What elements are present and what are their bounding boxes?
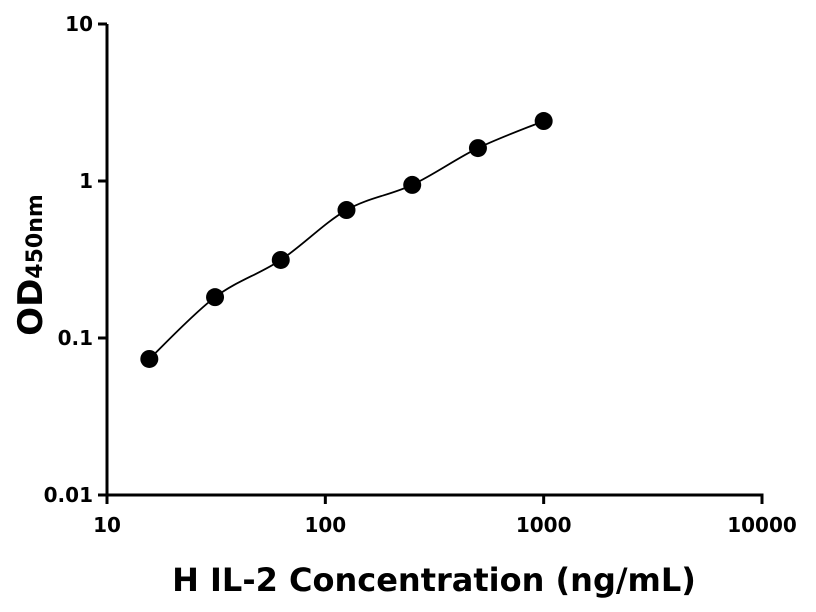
data-point xyxy=(468,139,487,158)
x-axis-label: H IL-2 Concentration (ng/mL) xyxy=(172,561,696,599)
data-point xyxy=(403,175,422,194)
y-tick-label: 1 xyxy=(79,169,93,193)
x-tick-label: 10000 xyxy=(727,513,797,537)
data-point xyxy=(534,112,553,131)
x-tick-label: 10 xyxy=(93,513,121,537)
y-axis-label-sub: 450nm xyxy=(23,194,48,279)
data-point xyxy=(206,288,225,307)
y-axis-label: OD450nm xyxy=(11,194,51,336)
y-axis-label-main: OD xyxy=(11,279,51,336)
data-point xyxy=(271,250,290,269)
y-tick-label: 0.1 xyxy=(58,326,93,350)
y-tick-label: 0.01 xyxy=(44,483,93,507)
x-tick-label: 100 xyxy=(304,513,346,537)
x-tick-label: 1000 xyxy=(516,513,572,537)
fit-curve xyxy=(148,120,545,360)
y-tick-label: 10 xyxy=(65,12,93,36)
data-point xyxy=(337,201,356,220)
data-point xyxy=(140,349,159,368)
